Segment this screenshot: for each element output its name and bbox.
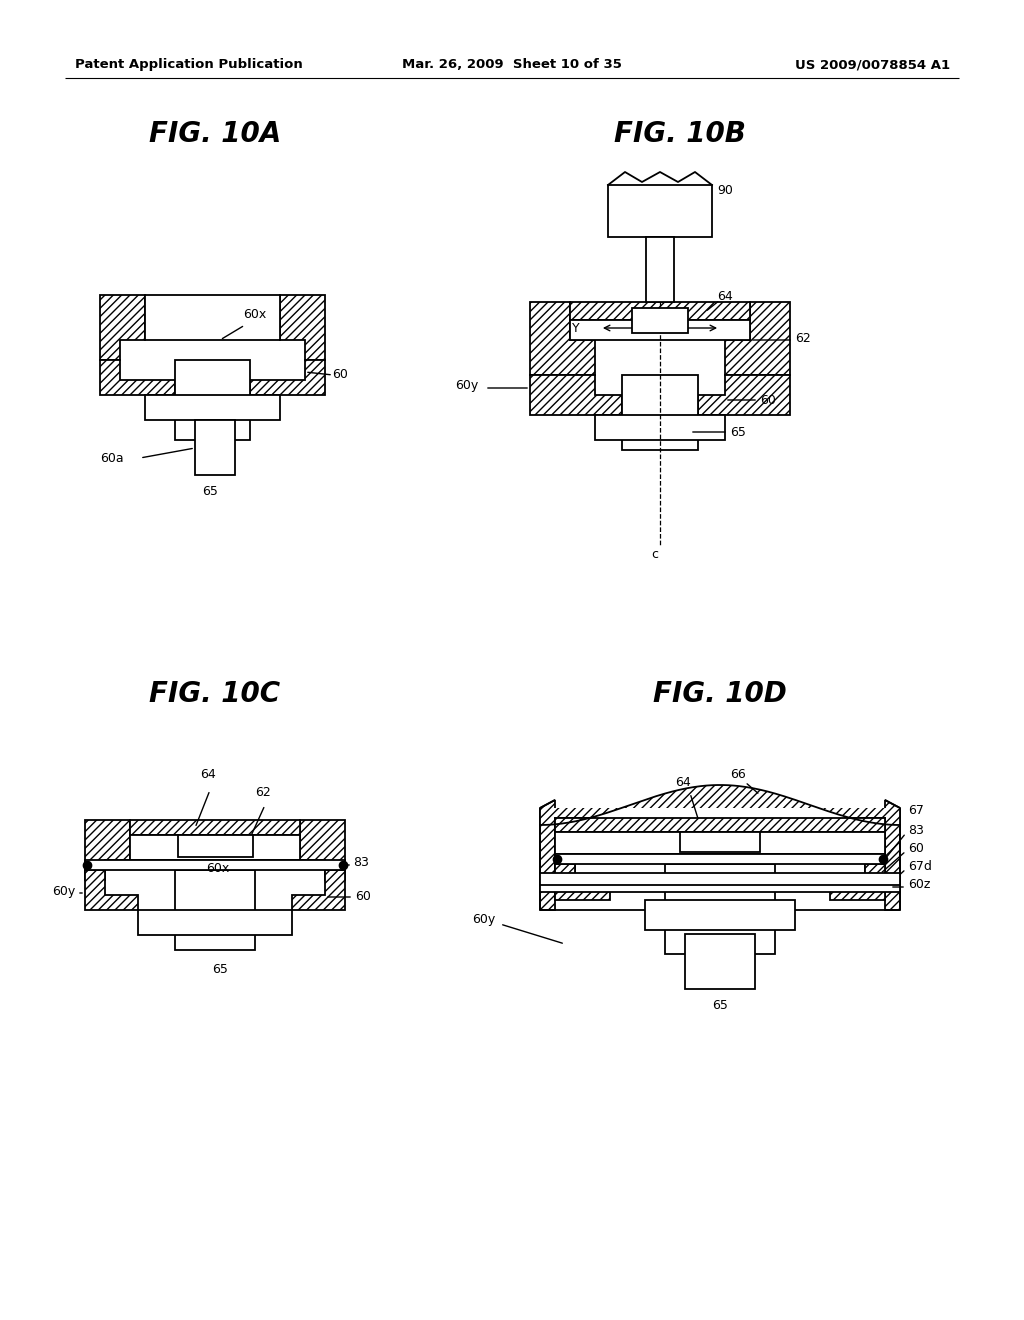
Text: Patent Application Publication: Patent Application Publication xyxy=(75,58,303,71)
Polygon shape xyxy=(845,818,885,873)
Text: 60x: 60x xyxy=(207,862,229,874)
Bar xyxy=(570,319,750,341)
Text: 83: 83 xyxy=(908,824,924,837)
Text: FIG. 10D: FIG. 10D xyxy=(653,680,786,708)
Bar xyxy=(540,873,900,884)
Text: 64: 64 xyxy=(675,776,691,788)
Polygon shape xyxy=(540,785,900,825)
Text: 66: 66 xyxy=(730,768,745,781)
Bar xyxy=(85,861,345,870)
Bar xyxy=(138,909,292,935)
Text: 60y: 60y xyxy=(455,379,478,392)
Text: 67: 67 xyxy=(908,804,924,817)
Bar xyxy=(175,360,250,440)
Bar xyxy=(540,882,900,892)
Bar xyxy=(145,395,280,420)
Polygon shape xyxy=(698,375,790,414)
Text: 60a: 60a xyxy=(100,451,124,465)
Bar xyxy=(632,308,688,333)
Polygon shape xyxy=(555,818,595,873)
Text: 67d: 67d xyxy=(908,859,932,873)
Text: FIG. 10B: FIG. 10B xyxy=(614,120,745,148)
Polygon shape xyxy=(530,375,622,414)
Text: 62: 62 xyxy=(255,787,270,800)
Polygon shape xyxy=(725,302,790,375)
Bar xyxy=(178,836,253,857)
Bar xyxy=(175,870,255,950)
Text: 64: 64 xyxy=(200,768,216,781)
Bar xyxy=(646,238,674,302)
Bar xyxy=(145,294,280,341)
Polygon shape xyxy=(885,800,900,909)
Polygon shape xyxy=(85,870,138,909)
Text: 60x: 60x xyxy=(243,309,266,322)
Polygon shape xyxy=(830,865,885,900)
Bar xyxy=(685,935,755,989)
Bar xyxy=(195,420,234,475)
Text: 83: 83 xyxy=(353,855,369,869)
Polygon shape xyxy=(530,302,595,375)
Polygon shape xyxy=(280,294,325,360)
Bar xyxy=(555,832,885,854)
Text: Mar. 26, 2009  Sheet 10 of 35: Mar. 26, 2009 Sheet 10 of 35 xyxy=(402,58,622,71)
Text: 65: 65 xyxy=(730,425,745,438)
Bar xyxy=(570,302,750,319)
Polygon shape xyxy=(100,360,175,395)
Bar xyxy=(680,832,760,851)
Polygon shape xyxy=(100,294,145,360)
Text: 65: 65 xyxy=(202,484,218,498)
Text: 65: 65 xyxy=(712,999,728,1012)
Bar xyxy=(665,865,775,954)
Text: 62: 62 xyxy=(795,331,811,345)
Polygon shape xyxy=(292,870,345,909)
Text: 60: 60 xyxy=(355,891,371,903)
Text: 60: 60 xyxy=(332,368,348,381)
Text: 64: 64 xyxy=(717,290,733,304)
Text: 90: 90 xyxy=(717,183,733,197)
Text: FIG. 10A: FIG. 10A xyxy=(148,120,282,148)
Bar xyxy=(130,836,300,861)
Bar xyxy=(645,900,795,931)
Text: 60y: 60y xyxy=(472,912,495,925)
Polygon shape xyxy=(300,820,345,880)
Text: 60z: 60z xyxy=(908,878,931,891)
Polygon shape xyxy=(540,800,555,909)
Bar xyxy=(555,818,885,832)
Text: 60y: 60y xyxy=(52,886,75,899)
Text: 60x: 60x xyxy=(709,854,731,866)
Polygon shape xyxy=(555,865,610,900)
Bar xyxy=(555,854,885,865)
Text: Y: Y xyxy=(572,322,580,334)
Text: c: c xyxy=(651,548,658,561)
Text: 60: 60 xyxy=(908,842,924,854)
Bar xyxy=(130,820,300,836)
Text: FIG. 10C: FIG. 10C xyxy=(150,680,281,708)
Bar xyxy=(595,414,725,440)
Polygon shape xyxy=(250,360,325,395)
Bar xyxy=(608,185,712,238)
Text: 65: 65 xyxy=(212,964,228,975)
Text: US 2009/0078854 A1: US 2009/0078854 A1 xyxy=(795,58,950,71)
Bar xyxy=(622,375,698,450)
Text: 60: 60 xyxy=(760,393,776,407)
Polygon shape xyxy=(85,820,130,880)
